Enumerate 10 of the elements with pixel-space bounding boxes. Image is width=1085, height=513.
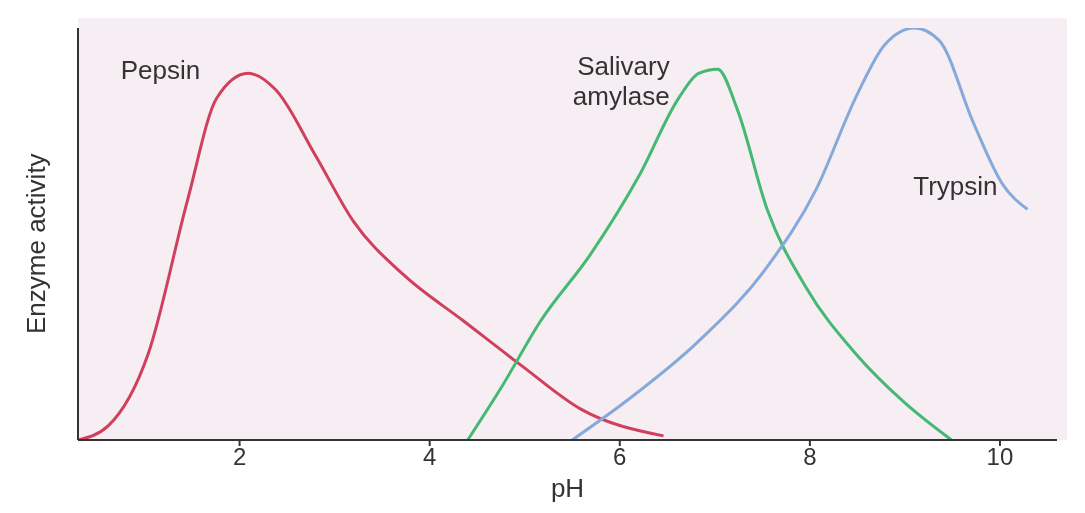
series-label: Salivary amylase bbox=[572, 51, 670, 112]
series-label: Trypsin bbox=[913, 171, 998, 202]
x-axis-title: pH bbox=[550, 473, 585, 503]
x-tick-label: 8 bbox=[803, 443, 817, 471]
x-tick-label: 6 bbox=[613, 443, 627, 471]
series-label: Pepsin bbox=[120, 55, 201, 86]
x-tick-label: 10 bbox=[986, 443, 1014, 471]
x-tick-label: 4 bbox=[423, 443, 437, 471]
y-axis-title: Enzyme activity bbox=[21, 153, 52, 334]
x-tick-label: 2 bbox=[232, 443, 247, 471]
